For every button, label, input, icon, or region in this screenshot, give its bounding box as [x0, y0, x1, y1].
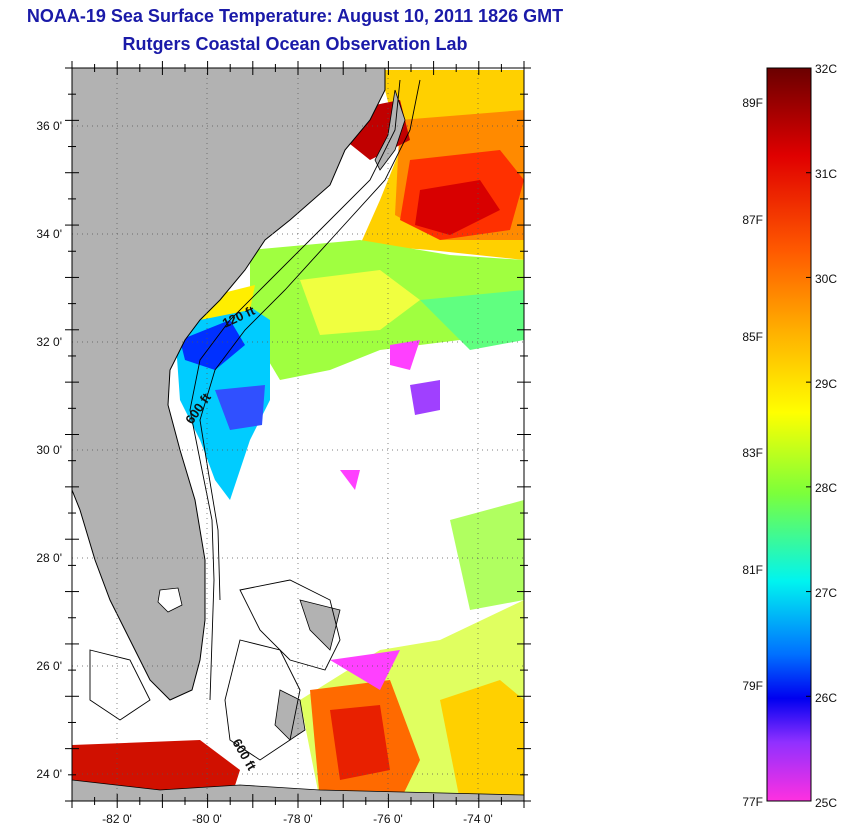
colorbar-fahrenheit-label: 87F — [742, 213, 763, 227]
colorbar-celsius-label: 30C — [815, 272, 837, 286]
colorbar-celsius-label: 25C — [815, 796, 837, 810]
colorbar-fahrenheit-label: 89F — [742, 96, 763, 110]
colorbar-fahrenheit-label: 77F — [742, 795, 763, 809]
colorbar-fahrenheit-label: 85F — [742, 330, 763, 344]
colorbar-gradient — [766, 67, 812, 802]
colorbar-celsius-label: 31C — [815, 167, 837, 181]
bahamas-island — [299, 599, 341, 651]
y-tick-label: 28 0' — [36, 551, 62, 565]
map-panel: 120 ft 600 ft 600 ft — [72, 68, 524, 801]
map-subtitle: Rutgers Coastal Ocean Observation Lab — [122, 34, 468, 54]
us-landmass — [72, 68, 386, 701]
colorbar-celsius-label: 26C — [815, 691, 837, 705]
x-tick-label: -82 0' — [102, 812, 132, 826]
x-tick-label: -78 0' — [283, 812, 313, 826]
colorbar-celsius-label: 32C — [815, 62, 837, 76]
sst-data-layer — [72, 70, 524, 801]
colorbar-fahrenheit-label: 81F — [742, 563, 763, 577]
lake-okeechobee — [157, 587, 183, 613]
frame-ticks — [65, 61, 531, 808]
x-tick-label: -76 0' — [373, 812, 403, 826]
y-tick-label: 24 0' — [36, 767, 62, 781]
y-tick-label: 32 0' — [36, 335, 62, 349]
graticule — [72, 68, 524, 801]
colorbar-fahrenheit-label: 83F — [742, 446, 763, 460]
colorbar-celsius-label: 29C — [815, 377, 837, 391]
y-axis: 36 0' 34 0' 32 0' 30 0' 28 0' 26 0' 24 0… — [36, 119, 62, 781]
x-tick-label: -80 0' — [192, 812, 222, 826]
y-tick-label: 34 0' — [36, 227, 62, 241]
map-title: NOAA-19 Sea Surface Temperature: August … — [26, 6, 564, 26]
colorbar-celsius-label: 27C — [815, 586, 837, 600]
cuba-coast — [72, 779, 524, 801]
x-tick-label: -74 0' — [463, 812, 493, 826]
bathymetry-contours — [89, 79, 421, 761]
colorbar-celsius-label: 28C — [815, 481, 837, 495]
y-tick-label: 36 0' — [36, 119, 62, 133]
y-tick-label: 30 0' — [36, 443, 62, 457]
outer-banks — [374, 89, 406, 171]
y-tick-label: 26 0' — [36, 659, 62, 673]
x-axis: -82 0' -80 0' -78 0' -76 0' -74 0' — [102, 812, 493, 826]
colorbar-fahrenheit-label: 79F — [742, 679, 763, 693]
temperature-colorbar: 32C 31C 30C 29C 28C 27C 26C 25C 89F 87F … — [742, 62, 837, 810]
